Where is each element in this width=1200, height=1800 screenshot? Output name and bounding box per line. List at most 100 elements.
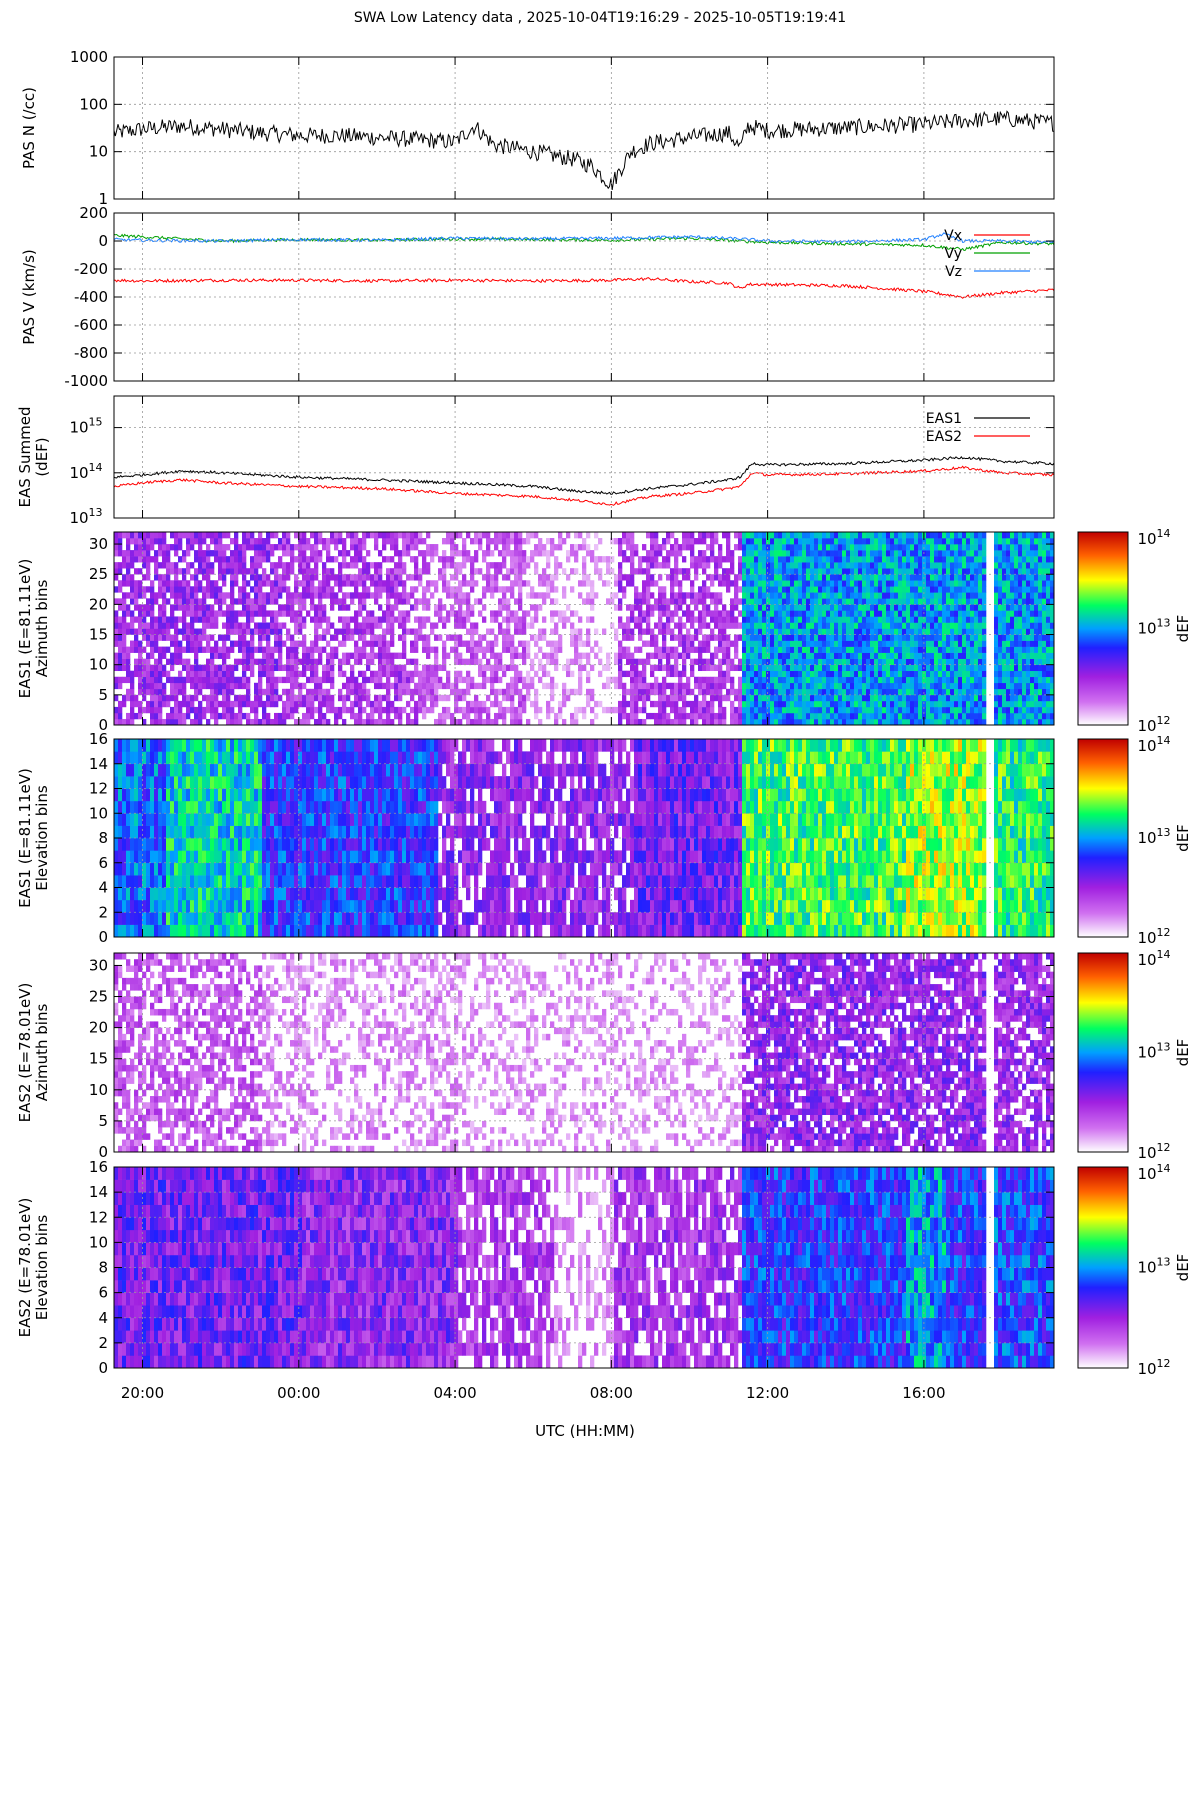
heatmap-cell: [714, 562, 719, 569]
heatmap-cell: [562, 538, 567, 545]
heatmap-cell: [834, 670, 839, 678]
heatmap-cell: [522, 556, 527, 563]
heatmap-cell: [578, 682, 583, 690]
heatmap-cell: [538, 604, 543, 611]
heatmap-cell: [170, 616, 175, 623]
heatmap-cell: [590, 556, 595, 563]
heatmap-cell: [286, 688, 291, 696]
heatmap-cell: [806, 664, 811, 672]
heatmap-cell: [814, 538, 819, 545]
heatmap-cell: [426, 550, 431, 557]
heatmap-cell: [194, 598, 199, 605]
heatmap-cell: [310, 646, 315, 653]
heatmap-cell: [426, 670, 431, 678]
heatmap-cell: [298, 622, 303, 629]
heatmap-cell: [834, 562, 839, 569]
heatmap-cell: [386, 712, 391, 720]
heatmap-cell: [386, 622, 391, 629]
heatmap-cell: [530, 700, 535, 708]
heatmap-cell: [658, 652, 663, 659]
heatmap-cell: [218, 646, 223, 653]
heatmap-cell: [374, 568, 379, 575]
heatmap-cell: [754, 640, 759, 647]
heatmap-cell: [246, 628, 251, 635]
heatmap-cell: [766, 652, 771, 659]
heatmap-cell: [598, 658, 603, 665]
heatmap-cell: [554, 712, 559, 720]
heatmap-cell: [122, 592, 127, 599]
heatmap-cell: [190, 640, 195, 647]
heatmap-cell: [502, 592, 507, 599]
heatmap-cell: [770, 718, 775, 726]
heatmap-cell: [306, 610, 311, 617]
heatmap-cell: [302, 718, 307, 726]
heatmap-cell: [242, 586, 247, 593]
heatmap-cell: [754, 652, 759, 659]
heatmap-cell: [830, 670, 835, 678]
heatmap-cell: [474, 550, 479, 557]
heatmap-cell: [290, 598, 295, 605]
heatmap-cell: [446, 562, 451, 569]
heatmap-cell: [726, 634, 731, 641]
heatmap-cell: [822, 604, 827, 611]
heatmap-cell: [854, 550, 859, 557]
heatmap-cell: [158, 688, 163, 696]
heatmap-cell: [290, 682, 295, 690]
heatmap-cell: [682, 718, 687, 726]
heatmap-cell: [870, 640, 875, 647]
heatmap-cell: [414, 658, 419, 665]
heatmap-cell: [442, 616, 447, 623]
heatmap-cell: [734, 586, 739, 593]
heatmap-cell: [166, 598, 171, 605]
heatmap-cell: [638, 670, 643, 678]
heatmap-cell: [394, 550, 399, 557]
heatmap-cell: [238, 694, 243, 702]
heatmap-cell: [722, 580, 727, 587]
heatmap-cell: [518, 616, 523, 623]
heatmap-cell: [402, 670, 407, 678]
heatmap-cell: [246, 568, 251, 575]
heatmap-cell: [638, 562, 643, 569]
heatmap-cell: [290, 664, 295, 672]
heatmap-cell: [910, 556, 915, 563]
heatmap-cell: [682, 538, 687, 545]
heatmap-cell: [446, 712, 451, 720]
heatmap-cell: [858, 646, 863, 653]
heatmap-cell: [754, 658, 759, 665]
heatmap-cell: [290, 562, 295, 569]
heatmap-cell: [326, 544, 331, 551]
heatmap-cell: [786, 634, 791, 641]
heatmap-cell: [266, 676, 271, 684]
heatmap-cell: [754, 550, 759, 557]
heatmap-cell: [502, 634, 507, 641]
heatmap-cell: [754, 604, 759, 611]
heatmap-cell: [810, 580, 815, 587]
heatmap-cell: [922, 682, 927, 690]
heatmap-cell: [762, 532, 767, 539]
heatmap-cell: [858, 676, 863, 684]
heatmap-cell: [666, 712, 671, 720]
heatmap-cell: [130, 556, 135, 563]
heatmap-cell: [258, 586, 263, 593]
heatmap-cell: [450, 718, 455, 726]
heatmap-cell: [790, 694, 795, 702]
heatmap-cell: [158, 616, 163, 623]
heatmap-cell: [234, 568, 239, 575]
heatmap-cell: [370, 670, 375, 678]
heatmap-cell: [234, 658, 239, 665]
heatmap-cell: [494, 586, 499, 593]
heatmap-cell: [222, 574, 227, 581]
heatmap-cell: [870, 718, 875, 726]
heatmap-cell: [170, 568, 175, 575]
heatmap-cell: [402, 610, 407, 617]
heatmap-cell: [658, 544, 663, 551]
heatmap-cell: [730, 658, 735, 665]
heatmap-cell: [550, 694, 555, 702]
heatmap-cell: [514, 682, 519, 690]
heatmap-cell: [310, 700, 315, 708]
heatmap-cell: [642, 580, 647, 587]
heatmap-cell: [826, 658, 831, 665]
heatmap-cell: [810, 550, 815, 557]
heatmap-cell: [290, 658, 295, 665]
heatmap-cell: [810, 634, 815, 641]
